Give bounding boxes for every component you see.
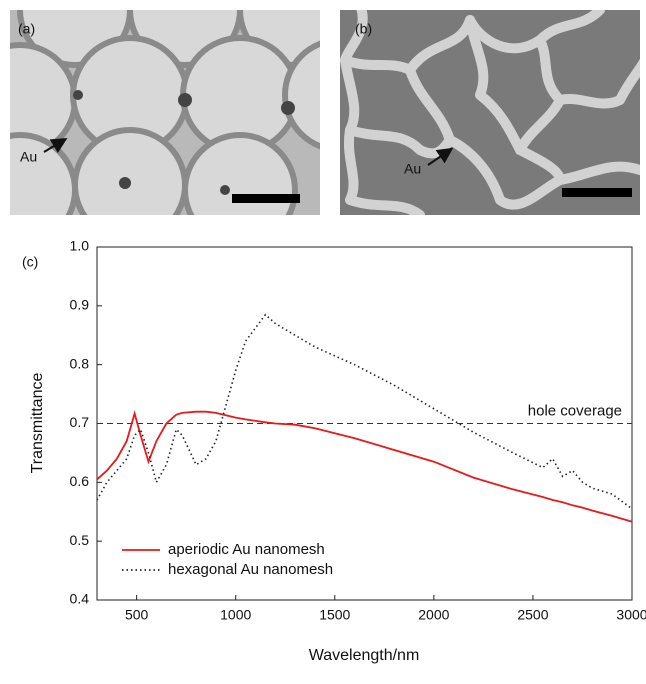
y-tick-label: 0.6: [70, 473, 90, 489]
x-tick-label: 1000: [220, 607, 251, 623]
series-line: [96, 410, 633, 523]
y-axis-title: Transmittance: [29, 373, 46, 474]
x-axis-title: Wavelength/nm: [309, 647, 420, 664]
series-line: [96, 313, 633, 510]
micrograph-a: [10, 10, 320, 215]
y-tick-label: 0.8: [70, 355, 90, 371]
y-tick-label: 1.0: [70, 238, 90, 254]
reference-label: hole coverage: [528, 402, 622, 419]
micrograph-b: [340, 10, 640, 215]
panel-label: (b): [355, 21, 372, 37]
annotation: Au: [404, 161, 421, 177]
legend-label: hexagonal Au nanomesh: [168, 561, 333, 578]
x-tick-label: 1500: [319, 607, 350, 623]
y-tick-label: 0.5: [70, 532, 90, 548]
annotation: Au: [20, 149, 37, 165]
y-tick-label: 0.9: [70, 297, 90, 313]
x-tick-label: 500: [125, 607, 149, 623]
legend-label: aperiodic Au nanomesh: [168, 541, 325, 558]
y-tick-label: 0.7: [70, 414, 90, 430]
x-tick-label: 2000: [418, 607, 449, 623]
y-tick-label: 0.4: [70, 591, 90, 607]
x-tick-label: 3000: [616, 607, 646, 623]
panel-label: (c): [22, 254, 38, 270]
panel-label: (a): [18, 21, 35, 37]
x-tick-label: 2500: [517, 607, 548, 623]
